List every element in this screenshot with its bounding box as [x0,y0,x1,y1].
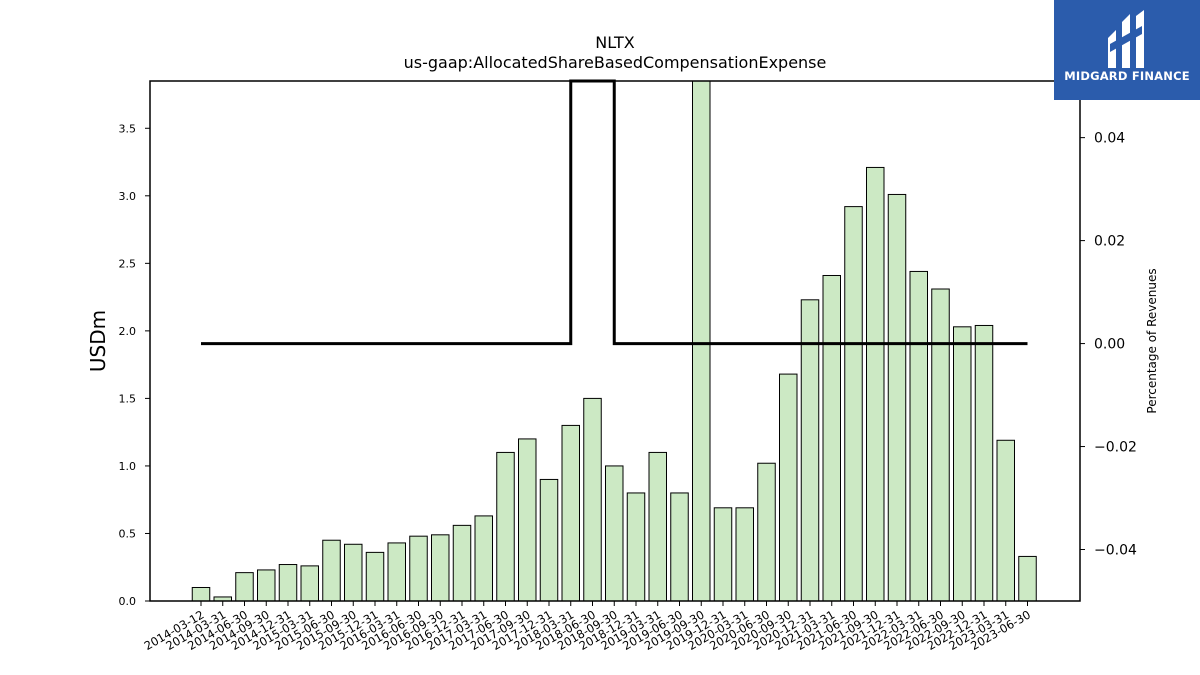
bar-2015-06-30 [322,539,341,602]
x-axis-ticks: 2014-03-122014-03-312014-06-302014-09-30… [142,601,1033,653]
bar-2018-03-31 [561,424,580,602]
left-tick-label: 1.5 [119,392,137,405]
y-axis-label: USDm [86,310,110,372]
bar-2019-12-31 [713,507,733,602]
bar-2023-06-30 [1018,555,1037,602]
bar-2021-03-31 [822,274,841,602]
right-tick-label: 0.00 [1094,337,1125,353]
bar-2016-09-30 [431,534,450,602]
bar-2021-09-30 [866,166,885,602]
bar-2014-06-30 [235,572,254,602]
bar-2017-12-31 [539,478,559,602]
right-axis-ticks: −0.04 −0.02 0.00 0.02 0.04 [1080,131,1137,559]
bar-2022-12-31 [974,324,994,602]
bar-2019-03-31 [648,451,667,602]
right-tick-label: −0.04 [1094,543,1137,559]
bar-2018-06-30 [583,397,602,602]
bar-2015-12-31 [365,551,385,602]
right-tick-label: 0.04 [1094,131,1125,147]
bar-2014-12-31 [278,564,298,602]
bar-2023-03-31 [996,439,1015,602]
bar-2020-09-30 [779,373,798,602]
bar-2017-06-30 [496,451,515,602]
bar-2018-09-30 [605,465,624,602]
left-tick-label: 0.0 [119,595,137,608]
right-tick-label: −0.02 [1094,440,1137,456]
plot-frame [149,80,1081,602]
chart-title: NLTX [595,33,634,52]
midgard-logo-icon [1108,10,1144,68]
bar-2016-03-31 [387,542,406,602]
midgard-finance-logo: MIDGARD FINANCE [1054,0,1200,100]
bars-group [191,80,1037,602]
right-y-axis-label: Percentage of Revenues [1145,268,1159,413]
bar-2014-03-12 [191,586,211,602]
bar-2017-09-30 [518,438,537,602]
bar-2016-06-30 [409,535,428,602]
left-tick-label: 2.0 [119,325,137,338]
bar-2014-09-30 [257,569,276,602]
chart-subtitle: us-gaap:AllocatedShareBasedCompensationE… [404,53,827,72]
bar-2022-03-31 [909,270,928,602]
bar-2021-06-30 [844,206,863,602]
logo-text: MIDGARD FINANCE [1064,69,1190,83]
left-tick-label: 0.5 [119,527,137,540]
bar-2021-12-31 [887,193,907,602]
left-tick-label: 3.0 [119,190,137,203]
bar-2020-03-31 [735,507,754,602]
bar-2022-09-30 [953,326,972,602]
bar-2016-12-31 [452,524,472,602]
left-tick-label: 2.5 [119,257,137,270]
bar-2015-03-31 [300,565,319,602]
left-tick-label: 3.5 [119,122,137,135]
bar-2020-06-30 [757,462,776,602]
bar-2022-06-30 [931,288,950,602]
right-tick-label: 0.02 [1094,234,1125,250]
bar-2017-03-31 [474,515,493,602]
bar-2019-06-30 [670,492,689,602]
left-axis-ticks: 0.0 0.5 1.0 1.5 2.0 2.5 3.0 3.5 [119,122,150,608]
bar-2019-09-30 [692,80,711,602]
left-tick-label: 1.0 [119,460,137,473]
bar-2015-09-30 [344,543,363,602]
bar-2018-12-31 [626,492,646,602]
